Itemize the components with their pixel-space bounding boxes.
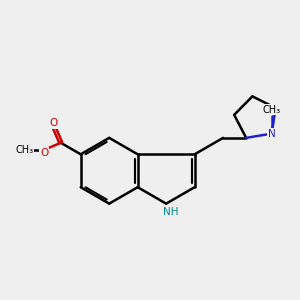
Text: CH₃: CH₃ [15, 145, 34, 155]
Text: NH: NH [163, 206, 178, 217]
Text: CH₃: CH₃ [263, 105, 281, 115]
Text: O: O [40, 148, 48, 158]
Text: N: N [268, 129, 276, 139]
Text: O: O [50, 118, 58, 128]
